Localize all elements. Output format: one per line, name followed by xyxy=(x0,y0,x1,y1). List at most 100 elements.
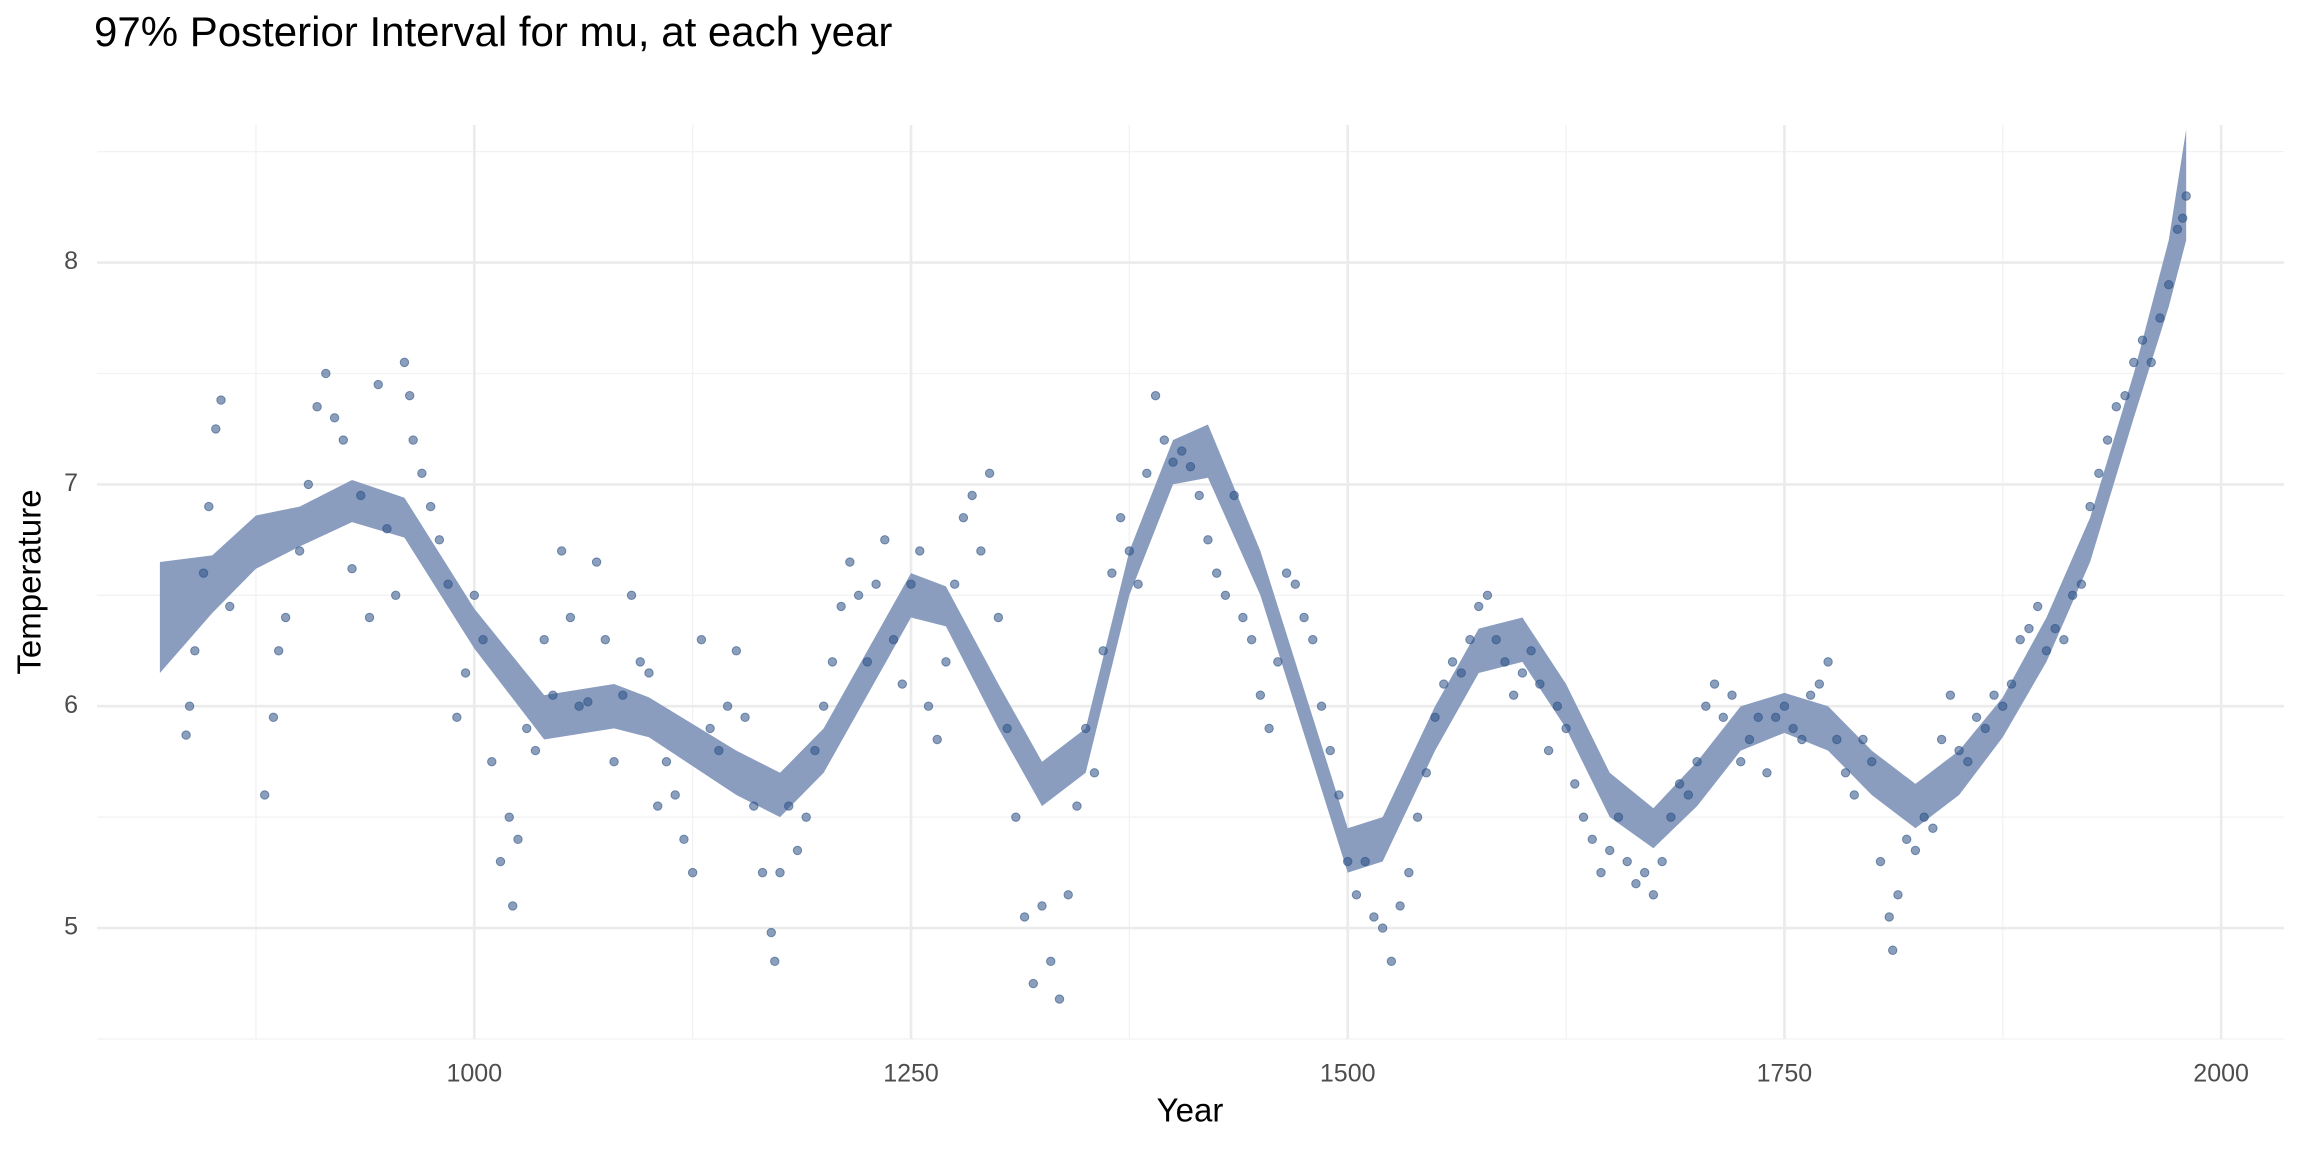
data-point xyxy=(190,646,200,656)
data-point xyxy=(1142,468,1152,478)
data-point xyxy=(1858,734,1868,745)
data-point xyxy=(1080,723,1091,734)
data-point xyxy=(1482,590,1493,601)
data-point xyxy=(810,745,820,756)
data-point xyxy=(915,546,925,556)
data-point xyxy=(487,756,497,767)
x-tick-label: 1000 xyxy=(446,1060,502,1088)
data-point xyxy=(1998,701,2008,711)
data-point xyxy=(364,612,375,623)
data-point xyxy=(1124,546,1135,556)
data-point xyxy=(1430,712,1440,723)
data-point xyxy=(618,690,628,700)
data-point xyxy=(460,668,471,678)
data-point xyxy=(548,690,558,700)
data-point xyxy=(1867,756,1877,767)
data-point xyxy=(984,468,995,478)
data-point xyxy=(495,856,506,867)
data-point xyxy=(626,590,637,601)
x-tick-label: 2000 xyxy=(2193,1060,2249,1088)
data-point xyxy=(1019,912,1030,922)
data-point xyxy=(338,435,348,445)
data-point xyxy=(1884,912,1894,922)
data-point xyxy=(1491,634,1501,645)
data-point xyxy=(417,468,427,478)
data-point xyxy=(1255,690,1266,700)
data-point xyxy=(862,657,873,667)
data-point xyxy=(644,668,654,678)
data-point xyxy=(993,612,1004,623)
data-point xyxy=(556,546,567,556)
data-point xyxy=(1910,845,1921,856)
data-point xyxy=(1840,768,1851,778)
data-point xyxy=(1159,435,1169,445)
data-point xyxy=(1465,634,1475,645)
data-point xyxy=(1888,945,1898,955)
data-point xyxy=(1526,646,1536,656)
data-point xyxy=(443,579,453,589)
data-point xyxy=(1360,856,1370,867)
data-point xyxy=(1980,723,1990,734)
data-point xyxy=(2050,623,2060,634)
data-point xyxy=(775,867,785,878)
data-point xyxy=(2094,468,2104,478)
data-point xyxy=(853,590,864,601)
data-point xyxy=(1736,756,1746,767)
data-point xyxy=(1631,879,1641,889)
data-point xyxy=(1421,768,1432,778)
x-tick-label: 1250 xyxy=(883,1060,939,1088)
data-point xyxy=(294,546,305,556)
data-point xyxy=(2164,280,2174,290)
data-point xyxy=(1727,690,1737,700)
data-point xyxy=(1989,690,1999,700)
data-point xyxy=(2041,646,2052,656)
data-point xyxy=(1194,490,1204,501)
data-point xyxy=(1596,867,1606,878)
data-point xyxy=(574,701,584,711)
data-point xyxy=(1308,634,1318,645)
data-point xyxy=(452,712,462,723)
data-point xyxy=(399,357,410,368)
data-point xyxy=(1622,856,1632,867)
data-point xyxy=(1168,457,1178,467)
chart-title: 97% Posterior Interval for mu, at each y… xyxy=(94,8,892,55)
data-point xyxy=(273,646,284,656)
data-point xyxy=(1150,390,1161,401)
y-axis-label: Temperature xyxy=(11,489,48,674)
y-tick-label: 5 xyxy=(64,913,78,941)
data-point xyxy=(408,435,418,445)
data-point xyxy=(1744,734,1755,745)
data-point xyxy=(1779,701,1790,711)
data-point xyxy=(731,646,742,656)
data-point xyxy=(1500,657,1510,667)
data-point xyxy=(2006,679,2017,689)
data-point xyxy=(204,501,214,512)
data-point xyxy=(609,756,619,767)
data-point xyxy=(888,634,899,645)
data-point xyxy=(1439,679,1449,689)
data-point xyxy=(2015,634,2025,645)
data-point xyxy=(1613,812,1624,822)
data-point xyxy=(1046,956,1056,967)
data-point xyxy=(1648,890,1659,900)
data-point xyxy=(425,501,436,512)
data-point xyxy=(404,390,415,401)
data-point xyxy=(2111,402,2122,412)
data-point xyxy=(1893,890,1903,900)
data-point xyxy=(1692,756,1702,767)
data-point xyxy=(1264,723,1274,734)
data-point xyxy=(1133,579,1143,589)
data-point xyxy=(539,634,549,645)
data-point xyxy=(906,579,916,589)
data-point xyxy=(1963,756,1973,767)
data-point xyxy=(1220,590,1231,601)
data-point xyxy=(1919,812,1929,822)
data-point xyxy=(280,612,291,623)
data-point xyxy=(740,712,750,723)
data-point xyxy=(1290,579,1301,589)
data-point xyxy=(1797,734,1807,745)
data-point xyxy=(1377,923,1388,933)
data-point xyxy=(1063,890,1073,900)
data-point xyxy=(784,801,794,811)
